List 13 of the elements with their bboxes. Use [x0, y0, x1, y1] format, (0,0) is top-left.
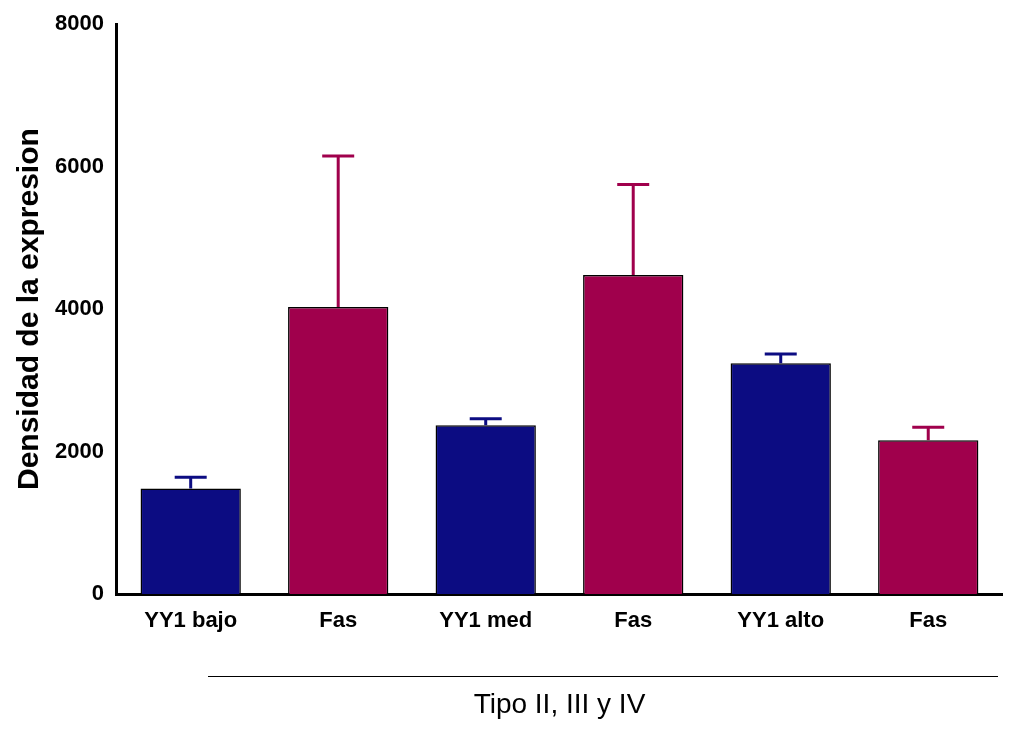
y-axis-title: Densidad de la expresion [11, 128, 45, 490]
x-tick-label: Fas [614, 607, 653, 633]
y-tick-label: 8000 [54, 10, 104, 36]
y-tick-label: 0 [91, 580, 104, 606]
x-tick-label: YY1 alto [737, 607, 825, 633]
x-tick-label: YY1 med [439, 607, 533, 633]
y-tick-label: 6000 [54, 152, 104, 178]
y-tick-label: 4000 [54, 295, 104, 321]
x-tick-label: YY1 bajo [144, 607, 238, 633]
y-tick-label: 2000 [54, 437, 104, 463]
x-axis-title: Tipo II, III y IV [473, 687, 646, 719]
x-tick-label: Fas [909, 607, 948, 633]
x-tick-label: Fas [319, 607, 358, 633]
